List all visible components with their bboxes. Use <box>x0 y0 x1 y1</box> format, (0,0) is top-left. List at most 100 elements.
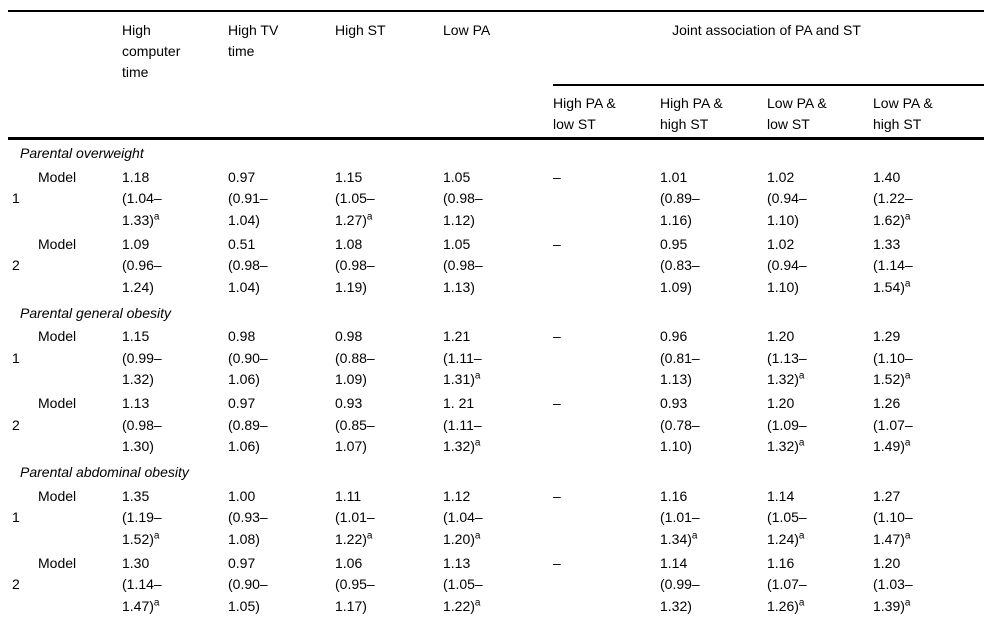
value-cell: 1.11 (1.01– 1.22)a <box>335 485 443 552</box>
value-line: 1.04) <box>228 278 260 295</box>
significance-marker: a <box>904 596 911 608</box>
value-line: 0.98 <box>335 328 363 344</box>
value-line: (1.07– <box>873 416 913 433</box>
value-line: 1.00 <box>228 487 256 504</box>
table-row: Model 2 1.09 (0.96– 1.24) 0.51 (0.98– 1.04) 1.08… <box>8 233 984 300</box>
value-line: (0.98– <box>335 257 375 273</box>
value-cell: 1. 21 (1.11– 1.32)a <box>443 392 553 459</box>
value-cell: 1.02 (0.94– 1.10) <box>767 166 873 233</box>
value-line: 1.22)a <box>335 529 373 547</box>
table-body: Parental overweight Model 1 1.18 (1.04– 1.33)… <box>8 139 984 619</box>
value-line: 1.40 <box>873 168 901 185</box>
value-line: 1.22)a <box>443 596 481 614</box>
significance-marker: a <box>904 210 911 222</box>
significance-marker: a <box>904 370 911 382</box>
value-line: 1.30) <box>122 438 154 454</box>
value-cell: 1.02 (0.94– 1.10) <box>767 233 873 300</box>
value-line: (0.94– <box>767 190 807 206</box>
value-cell: 0.97 (0.90– 1.05) <box>228 552 335 619</box>
value-line: 1.09 <box>122 235 150 252</box>
value-line: (0.98– <box>443 190 483 206</box>
significance-marker: a <box>904 277 911 289</box>
value-line: 1.20 <box>873 554 901 571</box>
value-line: (1.05– <box>335 190 375 206</box>
header-low-pa: Low PA <box>443 11 553 140</box>
value-line: (1.09– <box>767 416 807 433</box>
value-line: 1.05 <box>443 168 471 185</box>
significance-marker: a <box>474 437 481 449</box>
value-line: 1.06) <box>228 438 260 454</box>
value-line: 1.27)a <box>335 210 373 228</box>
header-empty-cell <box>8 11 122 140</box>
row-label-line: Model <box>38 235 77 252</box>
header-label: High PA & high ST <box>660 95 723 132</box>
value-line: 1.21 <box>443 328 471 344</box>
value-cell: – <box>553 392 660 459</box>
value-cell: 1.20 (1.03– 1.39)a <box>873 552 984 619</box>
value-line: 1.20)a <box>443 529 481 547</box>
value-cell: 0.93 (0.85– 1.07) <box>335 392 443 459</box>
value-cell: 0.96 (0.81– 1.13) <box>660 325 767 392</box>
value-cell: 0.97 (0.89– 1.06) <box>228 392 335 459</box>
value-line: (1.11– <box>443 349 482 366</box>
section-title: Parental general obesity <box>20 304 171 321</box>
value-line: 1.33)a <box>122 210 160 228</box>
value-line: (0.96– <box>122 257 162 273</box>
table-row: Model 2 1.13 (0.98– 1.30) 0.97 (0.89– 1.06) 0.93… <box>8 392 984 459</box>
value-line: (0.98– <box>122 416 162 433</box>
significance-marker: a <box>904 529 911 541</box>
value-line: 1.16 <box>660 487 688 504</box>
value-line: – <box>553 487 561 504</box>
value-line: (1.04– <box>122 190 162 206</box>
value-line: (1.05– <box>767 509 807 525</box>
value-line: (0.78– <box>660 416 700 433</box>
value-line: (0.89– <box>228 416 268 433</box>
significance-marker: a <box>153 596 160 608</box>
value-line: – <box>553 554 561 571</box>
value-line: 1.08) <box>228 530 260 547</box>
significance-marker: a <box>798 529 805 541</box>
value-line: 1.14 <box>660 554 688 571</box>
value-line: 1.04) <box>228 211 260 228</box>
value-line: (1.03– <box>873 576 913 592</box>
row-label-line: 2 <box>12 576 20 592</box>
section-title: Parental abdominal obesity <box>20 464 189 480</box>
header-high-computer-time: High computer time <box>122 11 228 140</box>
value-line: 1.13 <box>122 395 150 411</box>
value-line: (1.22– <box>873 190 913 206</box>
header-low-pa-low-st: Low PA & low ST <box>767 85 873 140</box>
value-line: 1.02 <box>767 168 795 185</box>
value-line: 1.27 <box>873 487 901 504</box>
header-label: Low PA <box>443 22 491 38</box>
value-cell: – <box>553 233 660 300</box>
row-label: Model 1 <box>8 325 122 392</box>
value-line: 1. 21 <box>443 395 475 411</box>
value-cell: 1.15 (1.05– 1.27)a <box>335 166 443 233</box>
value-line: 1.39)a <box>873 596 911 614</box>
row-label-line: 2 <box>12 416 20 433</box>
row-label: Model 1 <box>8 166 122 233</box>
value-line: (1.04– <box>443 509 483 525</box>
value-cell: – <box>553 552 660 619</box>
header-high-st: High ST <box>335 11 443 140</box>
section-title: Parental overweight <box>20 145 144 161</box>
value-line: 1.05) <box>228 597 260 614</box>
value-cell: 1.08 (0.98– 1.19) <box>335 233 443 300</box>
value-line: 1.13 <box>443 554 471 571</box>
value-line: 1.05 <box>443 235 471 252</box>
significance-marker: a <box>798 437 805 449</box>
value-line: 1.35 <box>122 487 150 504</box>
header-joint-association-spanner: Joint association of PA and ST <box>553 11 985 86</box>
value-line: (1.07– <box>767 576 807 592</box>
value-cell: – <box>553 325 660 392</box>
header-low-pa-high-st: Low PA & high ST <box>873 85 985 140</box>
value-cell: 1.40 (1.22– 1.62)a <box>873 166 984 233</box>
header-row-joint: High PA & low ST High PA & high ST Low P… <box>8 85 985 140</box>
value-line: 1.47)a <box>122 596 160 614</box>
significance-marker: a <box>474 370 481 382</box>
significance-marker: a <box>691 529 698 541</box>
significance-marker: a <box>366 529 373 541</box>
value-line: 1.20 <box>767 395 795 411</box>
value-line: 1.32)a <box>767 370 805 387</box>
